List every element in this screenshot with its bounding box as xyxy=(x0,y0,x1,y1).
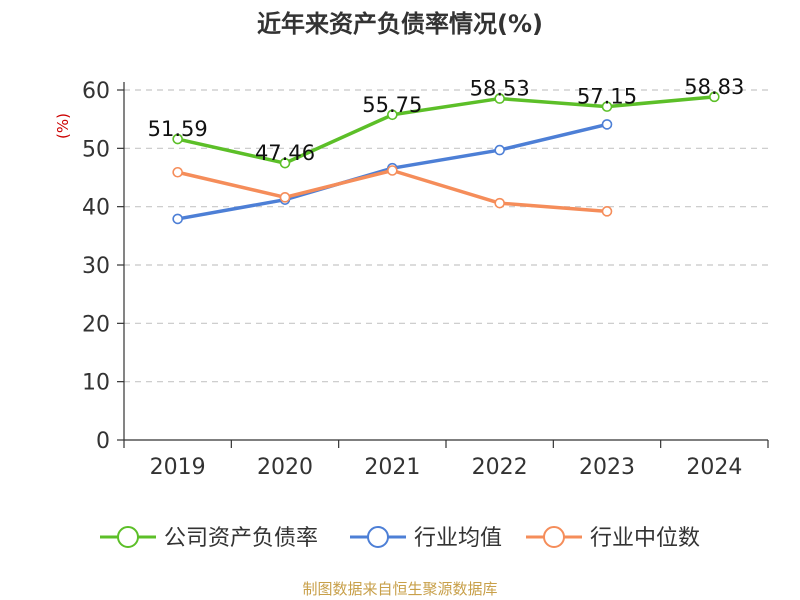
legend-marker xyxy=(367,526,389,548)
x-tick-label: 2019 xyxy=(150,455,206,480)
data-point xyxy=(172,133,183,145)
series-lines xyxy=(172,91,720,225)
y-tick-label: 0 xyxy=(96,429,110,454)
data-point xyxy=(494,144,505,156)
data-point xyxy=(172,166,183,178)
x-tick-label: 2021 xyxy=(364,455,420,480)
data-label: 47.46 xyxy=(255,141,315,165)
data-point xyxy=(601,119,613,130)
data-point xyxy=(387,109,398,121)
data-point xyxy=(494,93,505,104)
data-point xyxy=(387,165,398,176)
legend-label: 行业中位数 xyxy=(590,526,700,551)
x-tick-label: 2023 xyxy=(579,455,635,480)
data-point xyxy=(709,91,720,103)
data-point xyxy=(279,157,291,169)
data-label: 55.75 xyxy=(362,93,422,117)
source-note: 制图数据来自恒生聚源数据库 xyxy=(302,580,498,598)
y-tick-label: 50 xyxy=(82,137,110,162)
y-tick-label: 40 xyxy=(82,196,110,221)
y-tick-label: 20 xyxy=(82,312,110,337)
data-point xyxy=(601,206,613,217)
legend-marker xyxy=(543,526,565,548)
y-tick-label: 30 xyxy=(82,254,110,279)
series-line xyxy=(177,95,715,165)
x-tick-label: 2024 xyxy=(686,455,742,480)
data-point xyxy=(172,213,183,225)
chart-title: 近年来资产负债率情况(%) xyxy=(257,10,543,38)
x-tick-label: 2020 xyxy=(257,455,313,480)
axes: 0 10 20 30 40 50 60 2019 2020 2021 2022 2023 2024 xyxy=(82,79,769,480)
data-label: 57.15 xyxy=(577,85,637,109)
y-tick-label: 60 xyxy=(82,79,110,104)
legend-label: 行业均值 xyxy=(414,526,502,551)
data-labels: 51.59 47.46 55.75 58.53 57.15 58.83 xyxy=(148,75,745,165)
data-point xyxy=(279,192,291,203)
data-label: 51.59 xyxy=(148,117,208,141)
series-line xyxy=(177,168,608,214)
y-axis-label: (%) xyxy=(54,113,72,139)
legend: 公司资产负债率 行业均值 行业中位数 xyxy=(100,526,700,551)
x-tick-label: 2022 xyxy=(472,455,528,480)
legend-marker xyxy=(117,526,139,548)
data-label: 58.53 xyxy=(470,77,530,101)
y-tick-label: 10 xyxy=(82,371,110,396)
gridlines xyxy=(124,89,768,383)
data-point xyxy=(494,197,505,209)
data-label: 58.83 xyxy=(684,75,744,99)
legend-label: 公司资产负债率 xyxy=(164,526,318,551)
data-point xyxy=(601,101,613,112)
